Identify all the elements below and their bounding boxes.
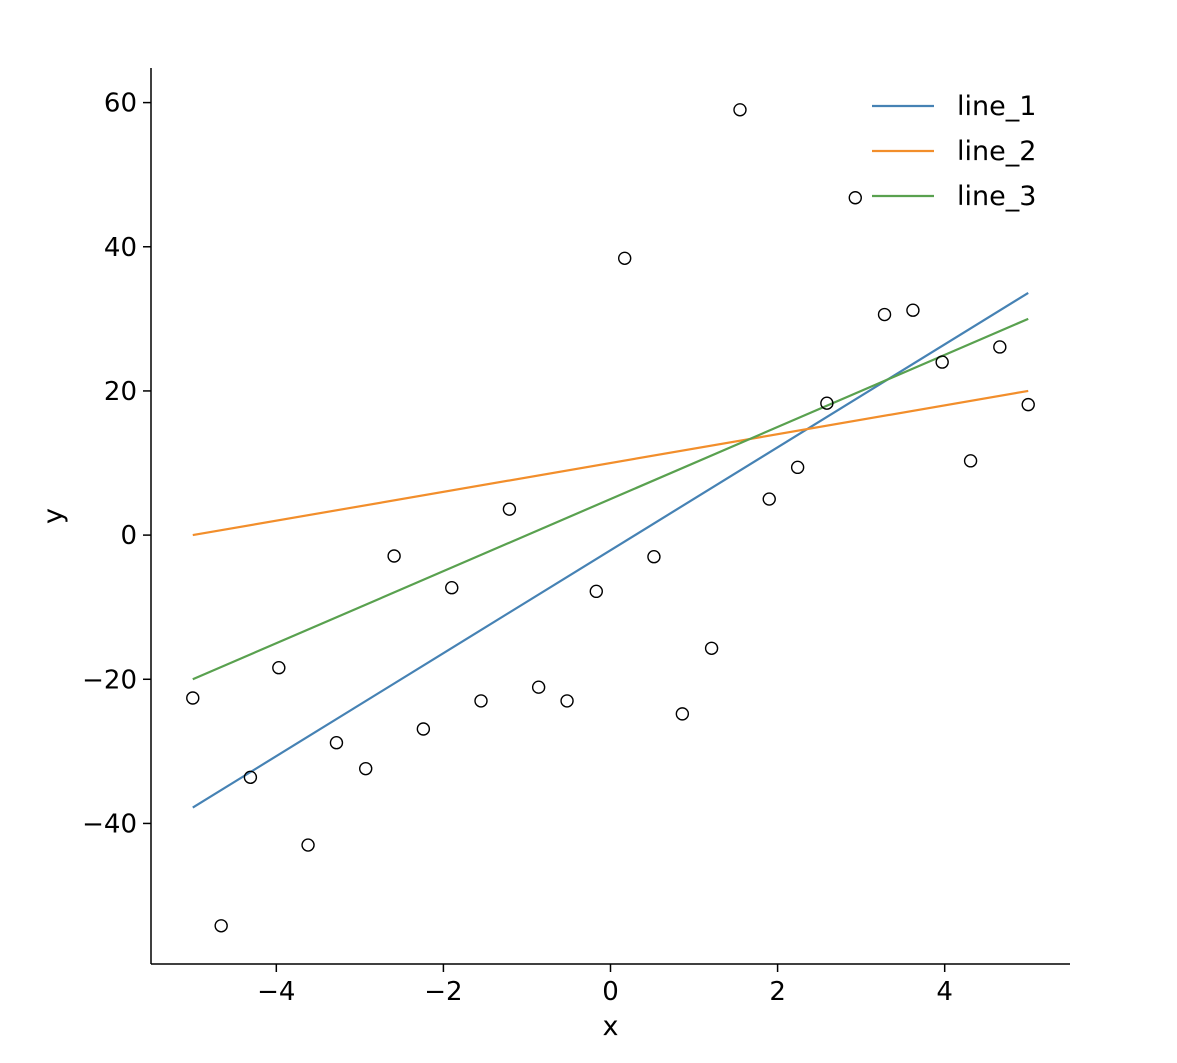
- scatter-point: [1021, 397, 1035, 412]
- scatter-point: [214, 919, 228, 933]
- y-tick-label: −40: [82, 809, 137, 839]
- scatter-point: [762, 492, 776, 506]
- y-axis-label: y: [38, 508, 69, 524]
- scatter-point: [560, 694, 574, 708]
- scatter-point: [993, 340, 1007, 354]
- scatter-point: [301, 838, 315, 852]
- scatter-point: [906, 303, 920, 317]
- x-axis-label: x: [603, 1011, 619, 1042]
- scatter-point: [848, 191, 862, 205]
- scatter-point: [820, 396, 834, 410]
- scatter-point: [704, 641, 719, 655]
- series-line-line_2: [192, 389, 1029, 537]
- y-tick-label: 40: [104, 233, 137, 263]
- legend: line_1 line_2 line_3: [872, 91, 1036, 212]
- y-tick-label: 20: [104, 377, 137, 407]
- scatter-point: [329, 736, 344, 750]
- scatter-points: [186, 103, 1035, 933]
- scatter-point: [474, 694, 488, 708]
- scatter-point: [186, 691, 200, 705]
- scatter-point: [531, 680, 546, 694]
- y-tick-label: 60: [104, 89, 137, 119]
- axes: [150, 68, 1070, 965]
- legend-label-line_2: line_2: [957, 136, 1036, 167]
- scatter-point: [502, 502, 517, 516]
- x-tick-label: −2: [424, 977, 462, 1007]
- legend-label-line_3: line_3: [957, 181, 1036, 212]
- x-tick-label: 4: [936, 977, 953, 1007]
- scatter-point: [675, 707, 690, 721]
- scatter-point: [647, 550, 661, 564]
- scatter-point: [416, 722, 431, 736]
- scatter-point: [272, 661, 286, 675]
- scatter-point: [359, 761, 373, 776]
- scatter-point: [618, 251, 632, 266]
- scatter-point: [243, 770, 258, 785]
- scatter-point: [733, 103, 747, 117]
- series-line-line_1: [192, 291, 1029, 809]
- scatter-point: [935, 355, 949, 369]
- scatter-point: [589, 584, 603, 599]
- scatter-point: [387, 549, 401, 563]
- x-tick-label: −4: [257, 977, 295, 1007]
- x-tick-label: 2: [769, 977, 786, 1007]
- y-tick-label: 0: [120, 521, 137, 551]
- x-ticks: −4 −2 0 2 4: [257, 964, 953, 1007]
- scatter-point: [790, 460, 805, 475]
- series-lines: [192, 291, 1029, 809]
- y-ticks: −40 −20 0 20 40 60: [82, 89, 151, 839]
- scatter-point: [877, 307, 892, 322]
- scatter-point: [445, 581, 459, 595]
- x-tick-label: 0: [602, 977, 619, 1007]
- y-tick-label: −20: [82, 665, 137, 695]
- series-line-line_3: [192, 317, 1029, 681]
- legend-label-line_1: line_1: [957, 91, 1036, 122]
- scatter-point: [963, 454, 978, 468]
